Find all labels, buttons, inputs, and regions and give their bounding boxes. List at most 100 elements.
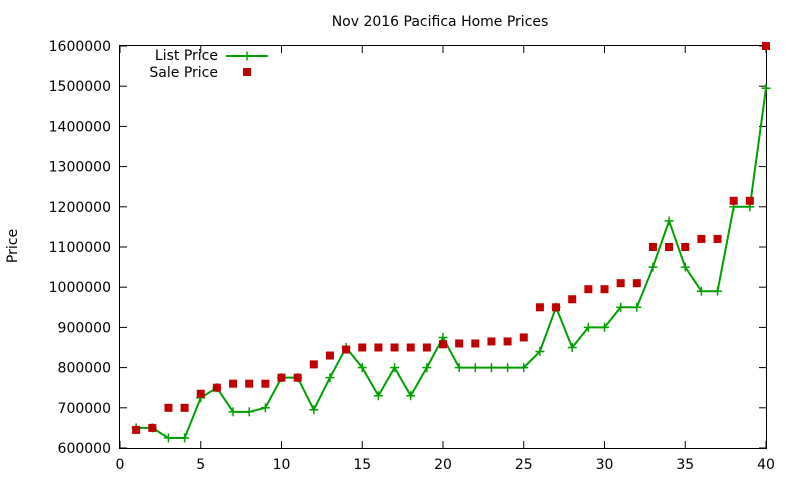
x-tick-label: 25 (515, 457, 533, 473)
sale-price-point (261, 379, 270, 388)
y-tick-label: 1100000 (49, 240, 111, 256)
sale-price-point (277, 373, 286, 382)
list-price-point (600, 322, 609, 332)
list-price-point (535, 347, 545, 357)
list-price-point (325, 373, 335, 383)
sale-price-point (245, 379, 254, 388)
sale-price-point (164, 403, 173, 412)
list-price-point (503, 363, 513, 373)
y-tick-label: 1600000 (49, 39, 111, 55)
series-line-list-price (136, 88, 767, 439)
list-price-point (519, 363, 529, 373)
legend: List Price Sale Price (149, 48, 268, 81)
sale-price-point (568, 295, 577, 304)
list-price-point (163, 433, 173, 443)
sale-price-point (406, 343, 415, 352)
sale-price-point (584, 285, 593, 294)
y-tick-label: 600000 (58, 441, 111, 457)
y-tick-label: 1300000 (49, 160, 111, 176)
list-price-point (260, 403, 270, 413)
legend-label-sale-price: Sale Price (149, 65, 218, 81)
list-price-point (422, 363, 432, 373)
y-tick-label: 700000 (58, 401, 111, 417)
sale-price-point (648, 243, 657, 251)
axis-ticks: 0 5 10 15 20 25 30 35 40 600000 700000 800000 900000… (49, 39, 775, 473)
y-axis-label: Price (5, 229, 21, 263)
legend-label-list-price: List Price (155, 48, 218, 64)
list-price-point (583, 322, 593, 332)
legend-marker-sale-price (243, 68, 251, 76)
sale-price-point (600, 285, 609, 294)
list-price-point (680, 262, 690, 272)
y-tick-label: 900000 (58, 320, 111, 336)
sale-price-point (713, 234, 722, 243)
list-price-point (357, 363, 367, 373)
sale-price-point (455, 339, 464, 348)
plot-frame (119, 45, 767, 449)
list-price-point (309, 405, 319, 415)
chart-title: Nov 2016 Pacifica Home Prices (332, 14, 549, 30)
sale-price-point (358, 343, 367, 352)
sale-price-point (390, 343, 399, 352)
sale-price-point (616, 279, 625, 288)
y-tick-label: 1200000 (49, 200, 111, 216)
x-tick-label: 40 (757, 457, 775, 473)
list-price-point (228, 407, 238, 417)
sale-price-point (471, 339, 480, 348)
sale-price-point (552, 303, 561, 312)
list-price-point (180, 433, 190, 443)
sale-price-point (180, 403, 189, 412)
list-price-point (648, 262, 658, 272)
x-tick-label: 30 (596, 457, 614, 473)
x-tick-label: 10 (273, 457, 291, 473)
y-tick-label: 1400000 (49, 119, 111, 135)
sale-price-point (632, 279, 641, 288)
sale-price-point (212, 383, 221, 392)
sale-price-point (132, 425, 141, 434)
x-tick-label: 35 (676, 457, 694, 473)
list-price-point (616, 302, 626, 312)
sale-price-point (487, 337, 496, 346)
sale-price-point (309, 360, 318, 369)
list-price-point (390, 363, 400, 373)
y-tick-label: 1000000 (49, 280, 111, 296)
legend-marker-list-price (242, 51, 252, 61)
x-tick-label: 15 (353, 457, 371, 473)
list-price-point (761, 83, 771, 93)
series-layer (131, 42, 771, 443)
sale-price-point (697, 234, 706, 243)
sale-price-point (342, 345, 351, 354)
sale-price-point (729, 196, 738, 205)
sale-price-point (745, 196, 754, 205)
list-price-point (713, 286, 723, 296)
sale-price-point (148, 423, 157, 432)
list-price-point (373, 391, 383, 401)
x-tick-label: 20 (434, 457, 452, 473)
sale-price-point (422, 343, 431, 352)
sale-price-point (762, 42, 770, 50)
list-price-point (486, 363, 496, 373)
list-price-point (664, 216, 674, 226)
sale-price-point (293, 373, 302, 382)
x-tick-label: 5 (196, 457, 205, 473)
sale-price-point (229, 379, 238, 388)
list-price-point (567, 343, 577, 352)
sale-price-point (374, 343, 383, 352)
sale-price-point (681, 243, 690, 251)
sale-price-point (503, 337, 512, 346)
list-price-point (406, 391, 416, 401)
list-price-point (244, 407, 254, 417)
sale-price-point (325, 351, 334, 360)
y-tick-label: 800000 (58, 361, 111, 377)
sale-price-point (196, 389, 205, 398)
sale-price-point (535, 303, 544, 312)
sale-price-point (519, 333, 528, 342)
list-price-point (470, 363, 480, 373)
list-price-point (696, 286, 706, 296)
sale-price-point (439, 340, 447, 349)
sale-price-point (665, 243, 674, 251)
x-tick-label: 0 (116, 457, 125, 473)
list-price-point (632, 302, 642, 312)
y-tick-label: 1500000 (49, 79, 111, 95)
